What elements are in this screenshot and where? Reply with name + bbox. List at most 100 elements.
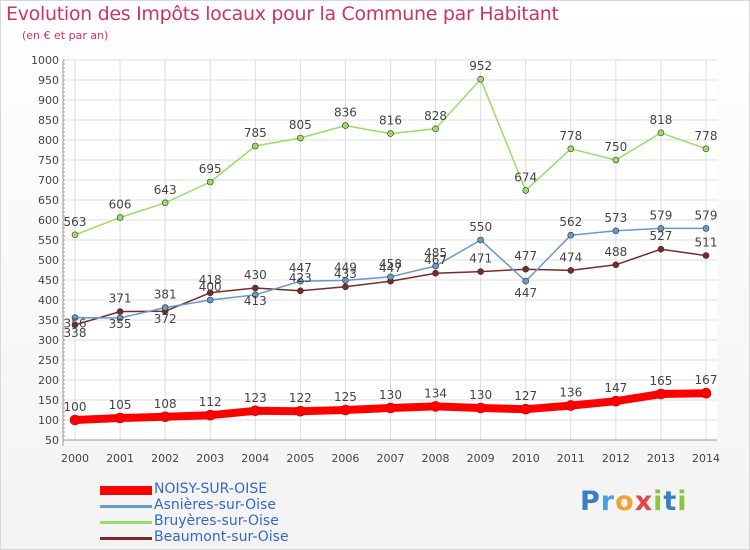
data-label: 127	[514, 389, 537, 403]
y-tick-label: 50	[45, 434, 59, 447]
data-label: 447	[514, 286, 537, 300]
data-label: 474	[559, 250, 582, 264]
data-label: 527	[649, 229, 672, 243]
data-label: 579	[649, 208, 672, 222]
x-tick-label: 2001	[106, 452, 134, 465]
y-tick-label: 150	[38, 394, 59, 407]
data-label: 167	[695, 373, 718, 387]
data-point	[702, 225, 710, 232]
data-label: 165	[649, 374, 672, 388]
data-label: 467	[424, 253, 447, 267]
x-tick-label: 2006	[331, 452, 359, 465]
data-label: 836	[334, 106, 357, 120]
data-label: 372	[154, 312, 177, 326]
data-point	[522, 265, 530, 273]
data-point	[610, 395, 622, 407]
data-label: 816	[379, 114, 402, 128]
data-label: 447	[289, 261, 312, 275]
data-label: 511	[695, 236, 718, 250]
data-label: 447	[379, 261, 402, 275]
data-point	[522, 277, 530, 285]
data-label: 423	[289, 271, 312, 285]
data-label: 488	[604, 245, 627, 259]
data-label: 477	[514, 249, 537, 263]
data-point	[342, 122, 349, 129]
data-point	[340, 404, 351, 416]
data-label: 579	[695, 208, 718, 222]
data-point	[432, 125, 439, 133]
data-point	[657, 225, 665, 232]
x-tick-label: 2004	[241, 452, 269, 465]
data-label: 785	[244, 126, 267, 140]
y-tick-label: 100	[38, 414, 59, 427]
legend-swatch	[100, 505, 152, 508]
legend-label: NOISY-SUR-OISE	[154, 481, 268, 497]
y-tick-label: 750	[38, 154, 59, 167]
data-label: 818	[649, 113, 672, 127]
data-point	[204, 409, 216, 421]
data-label: 123	[244, 391, 267, 405]
x-tick-label: 2009	[467, 452, 495, 465]
data-label: 485	[424, 246, 447, 260]
y-tick-label: 700	[38, 174, 59, 187]
data-label: 828	[424, 109, 447, 123]
data-label: 750	[604, 140, 627, 154]
legend-label: Bruyères-sur-Oise	[154, 513, 279, 529]
data-point	[702, 252, 710, 259]
legend-swatch	[100, 537, 152, 540]
x-tick-label: 2005	[286, 452, 314, 465]
legend-label: Beaumont-sur-Oise	[154, 529, 289, 545]
x-tick-label: 2013	[647, 452, 675, 465]
y-tick-label: 450	[38, 274, 59, 287]
y-tick-label: 650	[38, 194, 59, 207]
x-tick-label: 2014	[692, 452, 720, 465]
data-point	[251, 142, 259, 150]
y-tick-label: 200	[38, 374, 59, 387]
data-label: 108	[154, 397, 177, 411]
x-tick-label: 2002	[151, 452, 179, 465]
data-label: 563	[64, 215, 87, 229]
data-point	[342, 283, 349, 291]
data-label: 338	[64, 326, 87, 340]
chart-title: Evolution des Impôts locaux pour la Comm…	[6, 3, 559, 25]
data-point	[432, 269, 439, 277]
data-point	[432, 262, 439, 270]
data-point	[385, 402, 396, 414]
data-point	[297, 277, 304, 285]
y-tick-label: 400	[38, 294, 59, 307]
legend-swatch	[100, 486, 152, 495]
data-point	[206, 178, 214, 186]
data-point	[342, 277, 349, 284]
data-point	[387, 273, 394, 281]
data-point	[702, 145, 710, 153]
y-tick-label: 800	[38, 134, 59, 147]
data-label: 130	[379, 388, 402, 402]
data-point	[477, 268, 484, 275]
data-label: 778	[695, 129, 718, 143]
y-tick-label: 500	[38, 254, 59, 267]
data-point	[657, 129, 665, 137]
data-label: 449	[334, 260, 357, 274]
y-tick-label: 950	[38, 74, 59, 87]
data-label: 805	[289, 118, 312, 132]
data-label: 125	[334, 390, 357, 404]
data-label: 356	[64, 317, 87, 331]
y-tick-label: 1000	[31, 54, 59, 67]
x-tick-label: 2008	[422, 452, 450, 465]
data-point	[114, 412, 126, 424]
x-tick-label: 2010	[512, 452, 540, 465]
data-point	[249, 405, 261, 417]
data-label: 381	[154, 288, 177, 302]
data-point	[612, 227, 620, 235]
data-label: 952	[469, 59, 492, 73]
y-tick-label: 350	[38, 314, 59, 327]
data-point	[159, 411, 171, 423]
data-label: 778	[559, 129, 582, 143]
x-tick-label: 2012	[602, 452, 630, 465]
data-point	[567, 267, 575, 274]
data-point	[116, 214, 124, 221]
data-label: 458	[379, 257, 402, 271]
data-point	[700, 387, 712, 399]
data-point	[161, 304, 169, 311]
